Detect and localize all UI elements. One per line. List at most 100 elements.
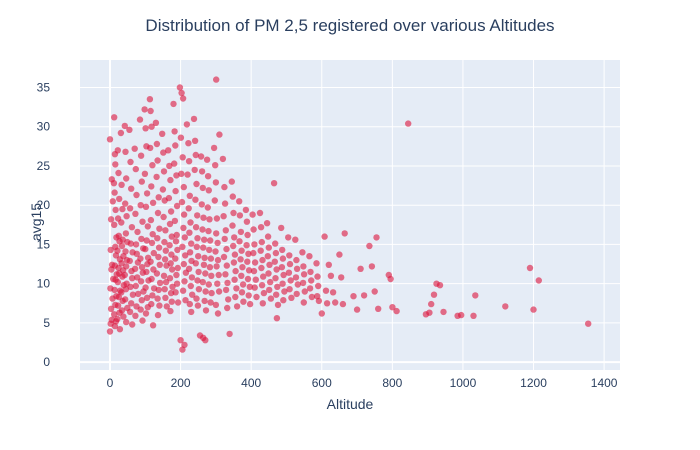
scatter-point[interactable] [153, 173, 160, 181]
scatter-point[interactable] [193, 295, 200, 302]
scatter-point[interactable] [149, 199, 157, 206]
scatter-point[interactable] [205, 227, 212, 235]
scatter-point[interactable] [257, 247, 264, 254]
scatter-point[interactable] [226, 330, 233, 338]
scatter-point[interactable] [171, 160, 178, 167]
scatter-point[interactable] [172, 289, 179, 296]
scatter-point[interactable] [156, 225, 163, 232]
scatter-point[interactable] [181, 234, 188, 241]
scatter-point[interactable] [214, 256, 222, 264]
scatter-point[interactable] [114, 278, 122, 286]
scatter-point[interactable] [292, 274, 300, 281]
scatter-point[interactable] [251, 284, 258, 291]
scatter-point[interactable] [371, 288, 378, 295]
scatter-point[interactable] [187, 282, 194, 290]
scatter-point[interactable] [202, 270, 209, 277]
scatter-point[interactable] [314, 273, 321, 280]
scatter-point[interactable] [228, 178, 235, 185]
scatter-point[interactable] [189, 291, 196, 298]
scatter-point[interactable] [133, 250, 140, 257]
scatter-point[interactable] [212, 162, 219, 169]
scatter-point[interactable] [118, 307, 126, 314]
scatter-point[interactable] [263, 220, 271, 227]
scatter-point[interactable] [244, 231, 251, 239]
scatter-point[interactable] [144, 223, 151, 230]
scatter-point[interactable] [149, 162, 156, 169]
scatter-point[interactable] [121, 271, 128, 279]
scatter-point[interactable] [272, 240, 279, 247]
scatter-point[interactable] [306, 285, 314, 292]
scatter-point[interactable] [185, 205, 192, 212]
scatter-point[interactable] [266, 286, 273, 294]
scatter-point[interactable] [180, 211, 188, 218]
scatter-point[interactable] [202, 337, 209, 344]
scatter-point[interactable] [245, 292, 252, 299]
scatter-point[interactable] [154, 209, 162, 217]
scatter-point[interactable] [299, 279, 307, 287]
scatter-point[interactable] [148, 275, 155, 283]
scatter-point[interactable] [274, 283, 281, 290]
scatter-point[interactable] [281, 288, 288, 295]
scatter-point[interactable] [233, 285, 240, 292]
scatter-point[interactable] [109, 198, 117, 205]
scatter-point[interactable] [214, 280, 221, 287]
scatter-point[interactable] [272, 275, 279, 282]
scatter-point[interactable] [232, 293, 239, 301]
scatter-point[interactable] [192, 196, 199, 203]
scatter-point[interactable] [114, 315, 121, 323]
scatter-point[interactable] [168, 266, 176, 273]
scatter-point[interactable] [161, 286, 168, 293]
scatter-point[interactable] [185, 158, 193, 165]
scatter-point[interactable] [211, 197, 218, 204]
scatter-point[interactable] [210, 144, 218, 152]
scatter-point[interactable] [308, 293, 316, 301]
scatter-point[interactable] [221, 235, 228, 243]
scatter-point[interactable] [252, 276, 259, 283]
scatter-point[interactable] [154, 235, 161, 242]
scatter-point[interactable] [387, 275, 394, 283]
scatter-point[interactable] [184, 171, 191, 178]
scatter-point[interactable] [285, 269, 293, 276]
scatter-point[interactable] [436, 282, 444, 289]
scatter-point[interactable] [300, 271, 308, 278]
scatter-point[interactable] [287, 277, 294, 284]
scatter-point[interactable] [213, 215, 221, 222]
scatter-point[interactable] [160, 149, 167, 156]
scatter-point[interactable] [149, 292, 156, 299]
scatter-point[interactable] [208, 289, 215, 297]
scatter-point[interactable] [278, 264, 286, 271]
scatter-point[interactable] [292, 236, 299, 243]
scatter-point[interactable] [323, 300, 331, 307]
scatter-point[interactable] [214, 239, 221, 247]
scatter-point[interactable] [147, 144, 154, 152]
scatter-point[interactable] [171, 128, 178, 135]
scatter-point[interactable] [173, 231, 180, 239]
scatter-point[interactable] [148, 300, 155, 308]
scatter-point[interactable] [166, 162, 173, 170]
scatter-point[interactable] [106, 136, 114, 143]
scatter-point[interactable] [118, 219, 125, 226]
scatter-point[interactable] [366, 242, 373, 250]
scatter-point[interactable] [293, 265, 301, 272]
scatter-point[interactable] [238, 272, 245, 279]
scatter-point[interactable] [215, 271, 222, 279]
scatter-point[interactable] [194, 235, 201, 242]
scatter-point[interactable] [132, 282, 139, 290]
scatter-point[interactable] [183, 121, 191, 128]
scatter-point[interactable] [120, 313, 127, 320]
scatter-point[interactable] [299, 249, 306, 256]
scatter-point[interactable] [201, 297, 208, 305]
scatter-point[interactable] [300, 299, 307, 306]
scatter-point[interactable] [350, 293, 357, 300]
scatter-point[interactable] [147, 107, 154, 115]
scatter-point[interactable] [313, 260, 320, 267]
scatter-point[interactable] [133, 191, 140, 199]
scatter-point[interactable] [160, 213, 167, 221]
scatter-point[interactable] [585, 320, 592, 327]
scatter-point[interactable] [321, 233, 328, 240]
scatter-point[interactable] [187, 219, 194, 226]
scatter-point[interactable] [191, 137, 199, 144]
scatter-point[interactable] [332, 299, 339, 306]
scatter-point[interactable] [201, 236, 208, 243]
scatter-point[interactable] [204, 204, 211, 211]
